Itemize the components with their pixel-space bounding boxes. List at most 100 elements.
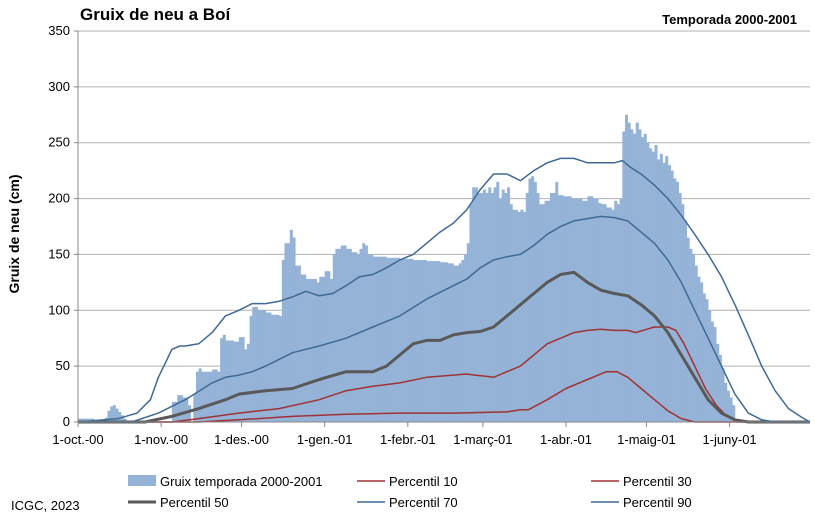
snow-depth-bar: [458, 263, 462, 422]
snow-depth-bar: [120, 415, 124, 422]
snow-depth-bar: [525, 192, 529, 422]
snow-depth-bar: [533, 181, 537, 422]
legend-label: Percentil 50: [160, 495, 229, 510]
snow-depth-bar: [579, 198, 583, 422]
snow-depth-bar: [238, 337, 242, 422]
snow-depth-bar: [311, 279, 315, 422]
snow-depth-bar: [439, 262, 444, 422]
y-tick-label: 350: [48, 23, 70, 38]
snow-depth-bar: [364, 245, 368, 422]
snow-depth-bar: [171, 401, 175, 422]
x-tick-label: 1-abr.-01: [540, 432, 592, 447]
snow-depth-bar: [83, 418, 87, 422]
snow-depth-bar: [356, 254, 360, 422]
snow-depth-bar: [292, 237, 296, 422]
legend-label: Percentil 70: [389, 495, 458, 510]
snow-depth-bar: [453, 265, 457, 422]
y-tick-label: 300: [48, 79, 70, 94]
snow-depth-bar: [287, 243, 291, 422]
y-tick-label: 100: [48, 302, 70, 317]
snow-depth-bar: [600, 204, 604, 422]
snow-depth-bar: [611, 209, 615, 422]
legend: Gruix temporada 2000-2001 Percentil 10 Per…: [128, 474, 692, 510]
snow-depth-bar: [469, 204, 473, 422]
snow-depth-bar: [641, 137, 645, 422]
snow-depth-bar: [673, 178, 677, 422]
snow-depth-bar: [675, 181, 679, 422]
snow-depth-bar: [568, 196, 572, 422]
snow-depth-bar: [343, 245, 347, 422]
snow-depth-bar: [204, 371, 208, 422]
snow-depth-bar: [370, 254, 374, 422]
snow-depth-bar: [249, 315, 253, 422]
snow-depth-bar: [340, 245, 344, 422]
x-tick-label: 1-nov.-00: [134, 432, 188, 447]
snow-depth-bar: [330, 279, 334, 422]
snow-depth-bar: [265, 312, 269, 422]
snow-depth-bar: [563, 196, 567, 422]
x-tick-label: 1-febr.-01: [380, 432, 436, 447]
snow-depth-bar: [313, 279, 317, 422]
snow-depth-bar: [501, 189, 505, 422]
percentile-line-percentil-30: [78, 326, 810, 423]
snow-depth-bar: [622, 131, 626, 423]
snow-depth-bar: [686, 237, 690, 422]
snow-depth-bar: [322, 276, 326, 422]
snow-depth-bar: [614, 200, 618, 422]
snow-depth-bar: [380, 256, 385, 422]
snow-depth-bar: [80, 418, 84, 422]
snow-depth-bar: [295, 265, 299, 422]
snow-depth-bar: [480, 192, 484, 422]
snow-depth-bar: [710, 321, 714, 422]
snow-depth-bar: [78, 418, 82, 422]
axes: 0 50 100 150 200 250 300 350 1-oct.-00 1-nov.-00 1…: [48, 23, 810, 447]
x-tick-label: 1-març-01: [453, 432, 512, 447]
percentile-line-percentil-70: [78, 215, 810, 423]
snow-depth-bar: [281, 260, 285, 422]
snow-depth-bar: [520, 209, 524, 422]
snow-depth-bar: [405, 258, 409, 422]
snow-depth-bar: [633, 133, 637, 422]
snow-depth-bar: [504, 192, 508, 422]
snow-depth-bar: [442, 262, 446, 422]
snow-depth-bar: [539, 204, 543, 422]
snow-depth-bar: [273, 314, 277, 422]
snow-depth-bar: [472, 187, 476, 422]
y-tick-label: 50: [56, 358, 70, 373]
legend-swatch-bar: [128, 475, 156, 486]
snow-depth-bar: [372, 256, 376, 422]
snow-depth-bar: [246, 343, 250, 422]
snow-depth-bar: [724, 382, 728, 422]
snow-depth-bar: [402, 258, 406, 422]
snow-depth-bar: [324, 271, 328, 422]
snow-depth-bar: [115, 408, 119, 422]
snow-depth-bar: [461, 260, 465, 422]
snow-depth-bar: [700, 282, 704, 422]
snow-depth-bar: [603, 204, 607, 422]
snow-depth-bar: [351, 252, 355, 422]
y-tick-label: 200: [48, 191, 70, 206]
snow-depth-bar: [587, 196, 591, 422]
snow-depth-bar: [576, 198, 580, 422]
snow-depth-bar: [413, 260, 417, 422]
snow-depth-bar: [305, 279, 309, 422]
snow-depth-bar: [225, 340, 229, 422]
snow-depth-bar: [643, 133, 647, 422]
snow-depth-bar: [271, 314, 275, 422]
snow-depth-bar: [485, 192, 489, 422]
snow-depth-bar: [523, 211, 527, 422]
snow-depth-bar: [107, 410, 111, 422]
snow-depth-bar: [338, 248, 342, 422]
snow-depth-bar: [195, 371, 200, 422]
y-axis-label: Gruix de neu (cm): [6, 174, 22, 293]
x-tick-label: 1-juny-01: [702, 432, 756, 447]
snow-depth-bar: [670, 170, 674, 422]
snow-depth-bar: [574, 198, 578, 422]
legend-label: Gruix temporada 2000-2001: [160, 474, 323, 489]
snow-depth-bar: [260, 310, 264, 422]
snow-depth-bar: [217, 371, 221, 422]
snow-depth-bar: [448, 263, 452, 422]
snow-depth-bar: [582, 200, 586, 422]
snow-depth-bar: [649, 148, 653, 423]
snow-depth-bar: [528, 178, 532, 422]
